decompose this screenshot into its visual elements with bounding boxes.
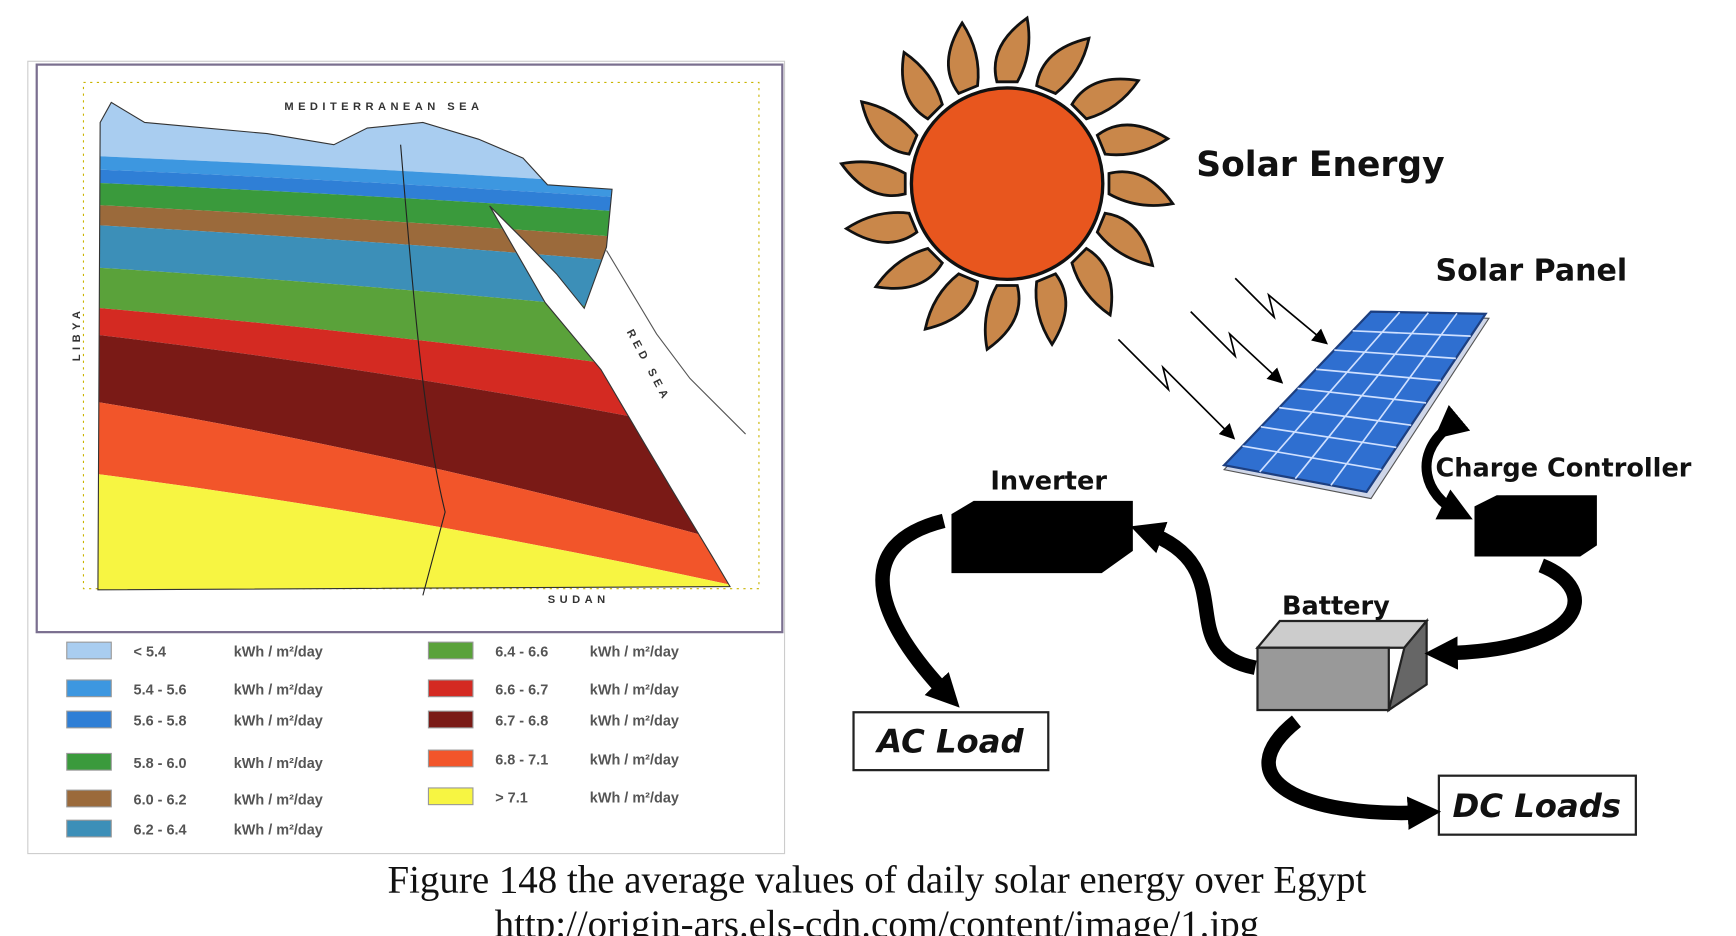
legend-swatch bbox=[66, 710, 112, 729]
arrow bbox=[1421, 404, 1473, 520]
battery-label: Battery bbox=[1282, 591, 1390, 621]
band bbox=[97, 307, 731, 446]
solar-energy-label: Solar Energy bbox=[1196, 145, 1444, 185]
sun-ray bbox=[1070, 77, 1141, 121]
band bbox=[97, 333, 731, 557]
legend-range: 6.6 - 6.7 bbox=[495, 682, 548, 698]
ac-load-label: AC Load bbox=[874, 722, 1024, 760]
band bbox=[97, 400, 731, 590]
band bbox=[97, 182, 731, 250]
band bbox=[97, 155, 731, 209]
legend-swatch bbox=[66, 819, 112, 838]
arrow bbox=[875, 513, 960, 708]
legend-range: 5.8 - 6.0 bbox=[134, 756, 187, 772]
battery bbox=[1256, 646, 1390, 712]
sun-ray bbox=[983, 284, 1021, 352]
ray bbox=[1117, 338, 1236, 440]
legend-range: 6.8 - 7.1 bbox=[495, 753, 548, 769]
arrow bbox=[1424, 558, 1582, 670]
sun-ray bbox=[901, 49, 944, 121]
sun-ray bbox=[859, 99, 919, 156]
nile bbox=[400, 144, 446, 596]
sun-disc bbox=[909, 86, 1105, 282]
grid-line bbox=[1330, 312, 1458, 486]
legend-swatch bbox=[66, 679, 112, 698]
sun-ray bbox=[843, 211, 919, 244]
legend-swatch bbox=[427, 787, 474, 806]
legend-swatch bbox=[66, 752, 112, 771]
west-label: LIBYA bbox=[71, 307, 83, 362]
legend-unit: kWh / m²/day bbox=[590, 753, 679, 769]
ray bbox=[1190, 311, 1284, 384]
sun-ray bbox=[993, 15, 1031, 84]
legend: < 5.4 kWh / m²/day 5.4 - 5.6 kWh / m²/day 5.… bbox=[66, 641, 679, 839]
legend-unit: kWh / m²/day bbox=[234, 714, 323, 730]
legend-range: 6.4 - 6.6 bbox=[495, 645, 548, 661]
legend-range: 6.2 - 6.4 bbox=[134, 823, 187, 839]
legend-swatch bbox=[427, 641, 474, 660]
sea-label: MEDITERRANEAN SEA bbox=[284, 101, 483, 113]
legend-range: 6.0 - 6.2 bbox=[134, 793, 187, 809]
legend-unit: kWh / m²/day bbox=[234, 793, 323, 809]
inverter bbox=[951, 500, 1133, 574]
inverter-label: Inverter bbox=[990, 467, 1107, 497]
dc-loads-box bbox=[1437, 774, 1637, 836]
legend-unit: kWh / m²/day bbox=[234, 645, 323, 661]
charge-controller-label: Charge Controller bbox=[1436, 453, 1692, 483]
legend-swatch bbox=[66, 641, 112, 660]
panel-grid bbox=[1242, 311, 1471, 486]
coast-line bbox=[606, 250, 746, 435]
sun-ray bbox=[1095, 123, 1171, 157]
solar-panel-label: Solar Panel bbox=[1436, 253, 1628, 288]
dc-loads-label: DC Loads bbox=[1453, 787, 1621, 825]
sun-ray bbox=[1034, 272, 1068, 348]
caption-title: Figure 148 the average values of daily s… bbox=[387, 859, 1366, 902]
sun-ray bbox=[923, 272, 980, 331]
legend-unit: kWh / m²/day bbox=[234, 823, 323, 839]
legend-unit: kWh / m²/day bbox=[590, 790, 679, 806]
south-label: SUDAN bbox=[548, 594, 610, 606]
battery-top bbox=[1255, 619, 1430, 649]
arrow bbox=[1130, 521, 1257, 675]
arrow bbox=[1261, 715, 1442, 830]
egypt-outline bbox=[97, 101, 731, 591]
sun bbox=[838, 15, 1176, 352]
legend-unit: kWh / m²/day bbox=[234, 682, 323, 698]
band bbox=[97, 473, 731, 590]
legend-range: < 5.4 bbox=[134, 645, 167, 661]
caption-source: http://origin-ars.els-cdn.com/content/im… bbox=[495, 903, 1260, 936]
legend-range: 5.4 - 5.6 bbox=[134, 682, 187, 698]
sun-ray bbox=[1107, 170, 1176, 207]
legend-swatch bbox=[427, 749, 474, 768]
sunlight-rays bbox=[1117, 277, 1329, 440]
sun-ray bbox=[1035, 36, 1091, 96]
legend-range: > 7.1 bbox=[495, 790, 528, 806]
sun-ray bbox=[1070, 246, 1114, 318]
band bbox=[97, 169, 731, 223]
ac-load-box bbox=[852, 711, 1050, 772]
grid-line bbox=[1259, 311, 1401, 473]
charge-controller bbox=[1474, 495, 1597, 557]
sun-ray bbox=[1095, 211, 1155, 268]
legend-range: 5.6 - 5.8 bbox=[134, 714, 187, 730]
legend-unit: kWh / m²/day bbox=[234, 756, 323, 772]
sun-ray bbox=[873, 246, 945, 290]
sun-ray bbox=[946, 20, 980, 96]
legend-range: 6.7 - 6.8 bbox=[495, 714, 548, 730]
legend-swatch bbox=[66, 789, 112, 808]
grid-line bbox=[1294, 312, 1429, 480]
ray bbox=[1234, 277, 1329, 345]
legend-unit: kWh / m²/day bbox=[590, 645, 679, 661]
legend-unit: kWh / m²/day bbox=[590, 682, 679, 698]
sun-ray bbox=[838, 160, 907, 197]
legend-swatch bbox=[427, 710, 474, 729]
flow-arrows bbox=[875, 404, 1582, 830]
legend-swatch bbox=[427, 679, 474, 698]
battery-side bbox=[1387, 617, 1428, 713]
legend-unit: kWh / m²/day bbox=[590, 714, 679, 730]
